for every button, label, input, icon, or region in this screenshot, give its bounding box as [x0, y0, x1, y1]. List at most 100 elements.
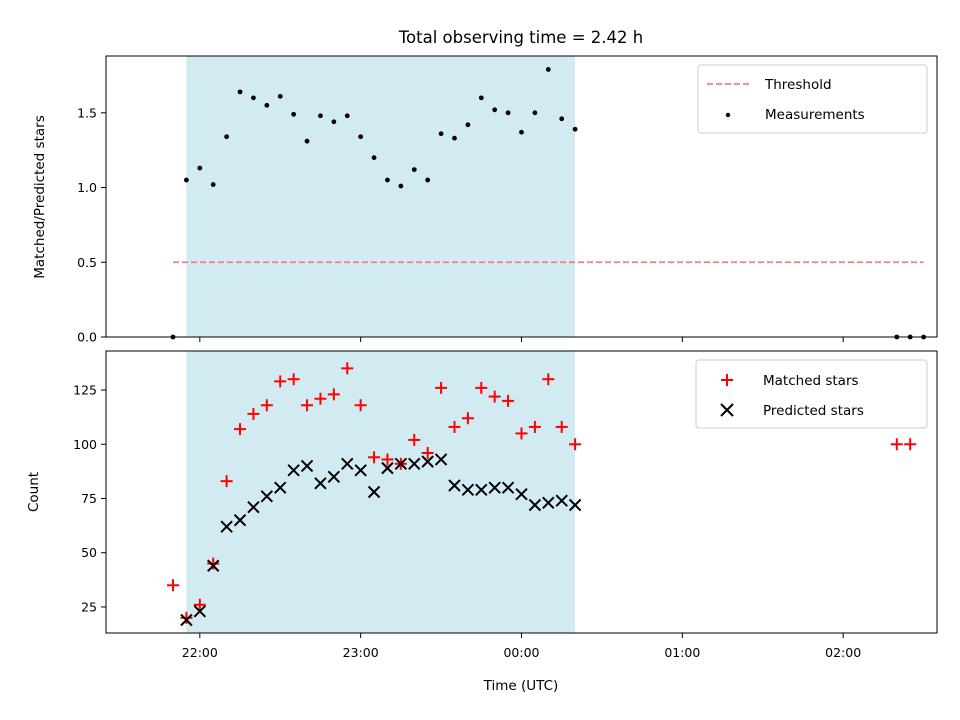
matched-stars-point: [314, 392, 327, 405]
y-tick-label: 1.0: [77, 180, 97, 195]
x-stroke-b: [542, 496, 555, 510]
matched-stars-point: [475, 381, 488, 394]
predicted-stars-point: [408, 457, 421, 471]
measurements-point: [264, 102, 270, 108]
count-legend: Matched stars Predicted stars: [695, 359, 928, 429]
measurements-point: [505, 110, 511, 116]
count-legend-box: [695, 359, 928, 429]
matched-stars-point: [301, 399, 314, 412]
ratio-legend-box: [697, 64, 928, 134]
x-stroke-b: [287, 464, 300, 477]
x-stroke-b: [314, 477, 327, 490]
predicted-stars-point: [461, 483, 475, 497]
matched-stars-point: [327, 388, 340, 401]
matched-stars-point: [502, 394, 515, 407]
predicted-stars-point: [247, 500, 260, 514]
x-stroke-b: [421, 455, 434, 468]
count-x-ticks: 22:00 23:00 00:00 01:00 02:00: [182, 633, 861, 660]
x-stroke-b: [233, 513, 247, 527]
ratio-x-ticks: [199, 337, 844, 342]
measurements-point: [532, 110, 538, 116]
measurements-point: [452, 135, 457, 141]
measurements-point: [465, 122, 471, 128]
matched-stars-point: [542, 373, 555, 386]
measurements-point: [344, 113, 350, 119]
y-tick-label: 1.5: [77, 105, 97, 120]
predicted-stars-point: [434, 453, 448, 466]
matched-stars-point: [167, 579, 180, 592]
matched-legend-marker: [721, 374, 733, 386]
matched-stars-point: [515, 427, 528, 440]
predicted-stars-point: [448, 479, 461, 492]
x-stroke-b: [274, 481, 287, 494]
predicted-stars-point: [233, 513, 247, 527]
count-y-axis-label: Count: [26, 472, 42, 512]
predicted-stars-point: [394, 457, 408, 471]
observing-window-band: [186, 56, 576, 337]
matched-stars-point: [461, 412, 474, 425]
measurements-point: [358, 134, 364, 140]
measurements-point: [210, 182, 216, 187]
predicted-stars-point: [542, 496, 555, 510]
ratio-panel: 0.0 0.5 1.0 1.5 Matched/Predicted stars Thr…: [32, 55, 938, 345]
measurements-point: [304, 138, 310, 144]
x-tick-label: 00:00: [503, 645, 539, 660]
x-stroke-b: [193, 605, 207, 618]
measurements-point: [438, 131, 444, 137]
predicted-legend-label: Predicted stars: [763, 403, 864, 419]
x-tick-label: 23:00: [343, 645, 379, 660]
predicted-stars-point: [488, 481, 501, 494]
predicted-stars-point: [528, 498, 542, 512]
threshold-legend-label: Threshold: [764, 77, 832, 93]
x-stroke-b: [448, 479, 461, 492]
measurements-point: [545, 67, 551, 72]
predicted-stars-point: [555, 494, 568, 507]
x-stroke-b: [381, 461, 394, 475]
x-stroke-b: [180, 613, 193, 627]
predicted-stars-point: [381, 461, 394, 475]
measurements-point: [237, 89, 243, 95]
measurements-legend-marker: [725, 112, 731, 118]
x-stroke-b: [327, 470, 341, 484]
matched-stars-point: [435, 381, 448, 394]
y-tick-label: 100: [73, 437, 97, 452]
matched-stars-point: [555, 420, 568, 433]
matched-stars-point: [193, 598, 206, 611]
x-stroke-b: [220, 520, 233, 533]
x-stroke-b: [300, 459, 314, 473]
predicted-stars-point: [300, 459, 314, 473]
y-tick-label: 0.5: [77, 255, 97, 270]
measurements-point: [572, 126, 578, 132]
predicted-stars-point: [193, 605, 207, 618]
x-stroke-b: [367, 485, 381, 499]
x-stroke-b: [475, 483, 488, 497]
predicted-legend-marker: [720, 403, 734, 417]
measurements-legend-label: Measurements: [765, 107, 865, 123]
matched-stars-point: [904, 438, 917, 451]
chart-title: Total observing time = 2.42 h: [398, 28, 643, 47]
measurements-point: [197, 165, 203, 171]
x-stroke-b: [568, 498, 582, 512]
matched-stars-point: [528, 420, 541, 433]
measurements-point: [398, 183, 404, 189]
x-tick-label: 22:00: [182, 645, 218, 660]
predicted-stars-point: [421, 455, 434, 468]
measurements-point: [224, 134, 230, 140]
matched-stars-point: [421, 446, 434, 459]
measurements-point: [251, 95, 256, 101]
x-stroke-b: [394, 457, 408, 471]
y-tick-label: 75: [81, 491, 97, 506]
count-panel: 25 50 75 100 125 22:00 23:00 00:00 01:00 02:00 C…: [26, 350, 938, 660]
ratio-y-axis-label: Matched/Predicted stars: [32, 115, 48, 278]
predicted-stars-point: [274, 481, 287, 494]
predicted-stars-point: [475, 483, 488, 497]
measurements-point: [478, 95, 484, 101]
ratio-y-ticks: 0.0 0.5 1.0 1.5: [77, 105, 106, 345]
x-axis-label: Time (UTC): [483, 678, 559, 694]
predicted-stars-point: [327, 470, 341, 484]
x-tick-label: 01:00: [664, 645, 700, 660]
predicted-stars-point: [501, 481, 515, 494]
matched-stars-point: [180, 611, 193, 624]
measurements-point: [291, 111, 297, 117]
count-y-ticks: 25 50 75 100 125: [73, 383, 106, 614]
